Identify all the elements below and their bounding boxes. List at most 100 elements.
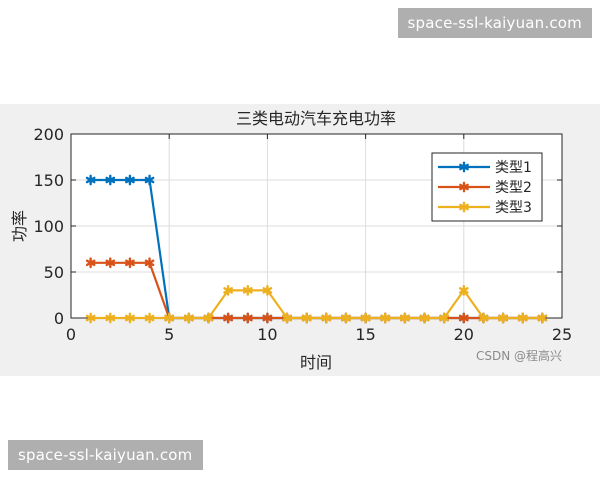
series-3-point	[301, 312, 312, 324]
marker-arm	[203, 314, 214, 322]
series-2-point	[262, 312, 273, 324]
series-3-point	[537, 312, 548, 324]
x-tick-label: 15	[355, 325, 375, 344]
marker-arm	[184, 314, 194, 322]
series-2-point	[242, 312, 253, 324]
x-tick-label: 5	[164, 325, 174, 344]
marker-arm	[144, 259, 155, 267]
series-3-point	[321, 312, 332, 324]
x-tick-label: 25	[552, 325, 572, 344]
marker-arm	[105, 259, 116, 267]
series-2-point	[144, 257, 155, 269]
series-3	[85, 285, 548, 324]
series-3-point	[400, 312, 410, 324]
marker-arm	[164, 314, 175, 322]
marker-arm	[105, 314, 116, 322]
series-1-point	[125, 174, 135, 186]
x-tick-label: 20	[454, 325, 474, 344]
series-3-point	[380, 312, 391, 324]
marker-arm	[459, 163, 469, 171]
chart-title: 三类电动汽车充电功率	[236, 109, 396, 128]
series-3-point	[85, 312, 96, 324]
marker-arm	[301, 314, 312, 322]
series-3-point	[223, 285, 233, 296]
series-3-point	[184, 312, 194, 324]
series-3-point	[203, 312, 214, 324]
credit-text: CSDN @程高兴	[476, 349, 563, 363]
series-3-point	[341, 312, 351, 324]
series-3-point	[478, 312, 489, 324]
series-3-point	[282, 312, 292, 324]
y-axis-label: 功率	[10, 210, 29, 242]
series-2-point	[125, 257, 135, 269]
marker-arm	[223, 287, 233, 294]
legend-item-2: 类型2	[438, 180, 532, 196]
marker-arm	[419, 314, 430, 322]
marker-arm	[341, 314, 351, 322]
marker-arm	[321, 314, 332, 322]
x-tick-label: 0	[66, 325, 76, 344]
marker-arm	[85, 259, 96, 267]
marker-arm	[262, 287, 273, 294]
series-1-point	[85, 174, 96, 186]
marker-arm	[478, 314, 489, 322]
legend-marker	[459, 161, 469, 173]
legend-item-3: 类型3	[438, 200, 532, 216]
series-1-point	[105, 174, 116, 186]
legend-item-1: 类型1	[438, 160, 532, 176]
series-2-point	[458, 312, 469, 324]
marker-arm	[85, 314, 96, 322]
legend-marker	[459, 201, 469, 213]
marker-arm	[144, 314, 155, 322]
marker-arm	[144, 176, 155, 184]
marker-arm	[125, 314, 135, 322]
marker-arm	[439, 314, 449, 322]
y-tick-label: 0	[54, 309, 64, 328]
marker-arm	[262, 314, 273, 322]
marker-arm	[459, 183, 469, 191]
marker-arm	[400, 314, 410, 322]
marker-arm	[360, 314, 371, 322]
marker-arm	[242, 287, 253, 294]
series-2-point	[85, 257, 96, 269]
series-3-point	[144, 312, 155, 324]
series-2-point	[105, 257, 116, 269]
series-3-point	[164, 312, 175, 324]
legend-marker	[459, 181, 469, 193]
series-3-point	[458, 285, 469, 296]
marker-arm	[380, 314, 391, 322]
series-3-point	[439, 312, 449, 324]
legend-label: 类型2	[495, 180, 532, 196]
marker-arm	[242, 314, 253, 322]
y-tick-label: 50	[44, 263, 64, 282]
marker-arm	[459, 203, 469, 211]
legend-label: 类型3	[495, 200, 532, 216]
marker-arm	[223, 314, 233, 322]
series-3-line	[90, 289, 543, 320]
series-3-point	[125, 312, 135, 324]
marker-arm	[282, 314, 292, 322]
marker-arm	[537, 314, 548, 322]
x-tick-label: 10	[257, 325, 277, 344]
marker-arm	[517, 314, 528, 322]
series-3-point	[262, 285, 273, 296]
y-tick-label: 150	[33, 171, 64, 190]
marker-arm	[125, 259, 135, 267]
series-3-point	[360, 312, 371, 324]
series-3-point	[498, 312, 508, 324]
y-tick-label: 200	[33, 125, 64, 144]
series-1-point	[144, 174, 155, 186]
series-3-point	[419, 312, 430, 324]
marker-arm	[458, 314, 469, 322]
watermark-top: space-ssl-kaiyuan.com	[397, 8, 592, 38]
series-3-point	[242, 285, 253, 296]
marker-arm	[105, 176, 116, 184]
marker-arm	[498, 314, 508, 322]
legend: 类型1 类型2 类型3	[431, 152, 543, 222]
marker-arm	[458, 287, 469, 294]
legend-label: 类型1	[495, 160, 532, 176]
x-axis-label: 时间	[300, 353, 332, 372]
axis-ticks: 0 5 10 15 20 25 0 50 100 150 200	[33, 125, 572, 344]
series-2-point	[223, 312, 233, 324]
